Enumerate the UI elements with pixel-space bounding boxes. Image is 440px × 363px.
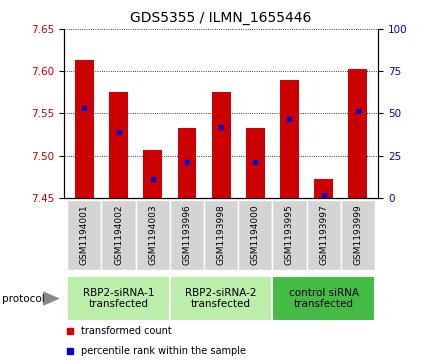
Bar xyxy=(170,200,204,270)
Bar xyxy=(67,276,170,321)
Bar xyxy=(67,200,101,270)
Text: percentile rank within the sample: percentile rank within the sample xyxy=(81,346,246,356)
Text: GSM1193999: GSM1193999 xyxy=(353,205,363,265)
Bar xyxy=(348,69,367,198)
Text: GSM1194000: GSM1194000 xyxy=(251,205,260,265)
Bar xyxy=(280,80,299,198)
Bar xyxy=(101,200,136,270)
Text: GSM1193997: GSM1193997 xyxy=(319,205,328,265)
Bar xyxy=(341,200,375,270)
Bar xyxy=(204,200,238,270)
Text: GSM1194002: GSM1194002 xyxy=(114,205,123,265)
Bar xyxy=(143,150,162,198)
Text: GSM1193998: GSM1193998 xyxy=(216,205,226,265)
Bar xyxy=(212,92,231,198)
Bar xyxy=(314,179,333,198)
Bar xyxy=(272,276,375,321)
Bar xyxy=(307,200,341,270)
Text: GSM1193996: GSM1193996 xyxy=(183,205,191,265)
Bar xyxy=(246,128,265,198)
Bar xyxy=(177,128,196,198)
Text: GSM1193995: GSM1193995 xyxy=(285,205,294,265)
Bar xyxy=(75,60,94,198)
Text: GSM1194001: GSM1194001 xyxy=(80,205,89,265)
Text: transformed count: transformed count xyxy=(81,326,172,336)
Title: GDS5355 / ILMN_1655446: GDS5355 / ILMN_1655446 xyxy=(130,11,312,25)
Text: control siRNA
transfected: control siRNA transfected xyxy=(289,288,359,309)
Bar xyxy=(136,200,170,270)
Bar xyxy=(109,92,128,198)
Text: RBP2-siRNA-1
transfected: RBP2-siRNA-1 transfected xyxy=(83,288,154,309)
Bar xyxy=(170,276,272,321)
Text: protocol: protocol xyxy=(2,294,45,303)
Polygon shape xyxy=(43,291,60,306)
Text: RBP2-siRNA-2
transfected: RBP2-siRNA-2 transfected xyxy=(185,288,257,309)
Bar xyxy=(238,200,272,270)
Bar xyxy=(272,200,307,270)
Text: GSM1194003: GSM1194003 xyxy=(148,205,157,265)
